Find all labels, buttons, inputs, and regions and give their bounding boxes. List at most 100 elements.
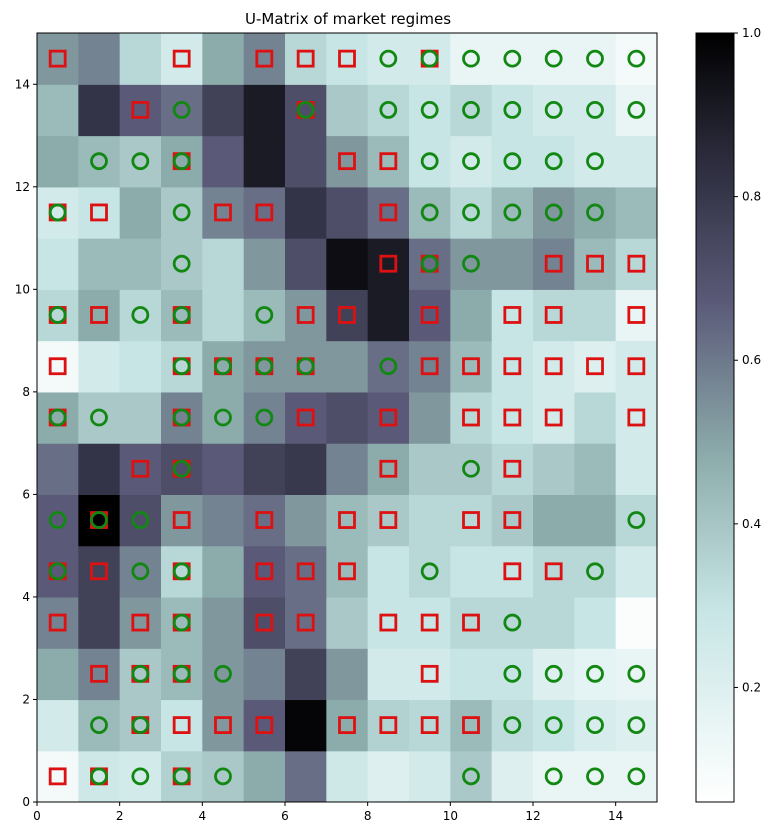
heatmap-cell bbox=[202, 750, 245, 802]
x-tick-label: 10 bbox=[443, 809, 458, 823]
heatmap-cell bbox=[615, 494, 657, 547]
heatmap-cell bbox=[615, 84, 657, 137]
heatmap-cell bbox=[367, 443, 410, 495]
x-tick-label: 4 bbox=[199, 809, 207, 823]
square-marker bbox=[544, 357, 563, 376]
heatmap-cell bbox=[574, 699, 617, 752]
heatmap-cell bbox=[367, 340, 410, 393]
heatmap-cell bbox=[533, 84, 575, 137]
colorbar: 0.2 0.4 0.6 0.8 1.0 bbox=[695, 26, 761, 803]
heatmap-cell bbox=[367, 648, 410, 701]
heatmap-cell bbox=[574, 494, 617, 547]
heatmap-cell bbox=[326, 596, 369, 649]
heatmap-cell bbox=[37, 648, 79, 701]
square-marker bbox=[172, 511, 191, 529]
square-marker bbox=[90, 562, 108, 581]
heatmap-cell bbox=[161, 545, 203, 598]
circle-marker bbox=[214, 767, 232, 786]
heatmap-cell bbox=[285, 186, 327, 239]
square-marker bbox=[379, 152, 398, 171]
colorbar-tick-label: 0.4 bbox=[742, 517, 761, 531]
y-tick-label: 10 bbox=[15, 282, 30, 296]
heatmap-cell bbox=[119, 443, 162, 495]
heatmap-cell bbox=[491, 33, 534, 85]
heatmap-cell bbox=[367, 186, 410, 239]
heatmap-cell bbox=[161, 340, 203, 393]
heatmap-cell bbox=[119, 186, 162, 239]
heatmap-cell bbox=[161, 238, 203, 290]
heatmap-cell bbox=[78, 84, 121, 137]
heatmap-cell bbox=[615, 238, 657, 290]
heatmap-cell bbox=[491, 648, 534, 701]
square-marker bbox=[255, 203, 274, 222]
heatmap-cell bbox=[119, 494, 162, 547]
square-marker bbox=[462, 511, 480, 529]
square-marker bbox=[338, 306, 356, 324]
square-marker bbox=[627, 408, 646, 427]
heatmap-cell bbox=[37, 443, 79, 495]
heatmap-cell bbox=[574, 135, 617, 188]
circle-marker bbox=[255, 357, 274, 376]
heatmap-cell bbox=[409, 238, 451, 290]
circle-marker bbox=[462, 203, 480, 222]
y-tick-label: 8 bbox=[22, 385, 30, 399]
heatmap-cell bbox=[161, 33, 203, 85]
heatmap-cell bbox=[37, 135, 79, 188]
heatmap-cell bbox=[37, 596, 79, 649]
heatmap-cell bbox=[285, 750, 327, 802]
circle-marker bbox=[544, 203, 563, 222]
heatmap-cell bbox=[78, 186, 121, 239]
y-tick-label: 14 bbox=[15, 77, 30, 91]
heatmap-cell bbox=[243, 443, 286, 495]
circle-marker bbox=[544, 664, 563, 683]
square-marker bbox=[420, 716, 439, 734]
heatmap-cell bbox=[450, 391, 493, 444]
heatmap-cell bbox=[491, 443, 534, 495]
heatmap-cell bbox=[119, 699, 162, 752]
heatmap-cell bbox=[285, 340, 327, 393]
heatmap-cell bbox=[326, 135, 369, 188]
circle-marker bbox=[90, 408, 108, 427]
square-marker bbox=[131, 101, 150, 119]
heatmap-cell bbox=[574, 289, 617, 342]
heatmap-cell bbox=[491, 391, 534, 444]
square-marker bbox=[90, 203, 108, 222]
square-marker bbox=[379, 459, 398, 478]
colorbar-tick-label: 0.2 bbox=[742, 680, 761, 694]
heatmap-cell bbox=[409, 391, 451, 444]
square-marker bbox=[296, 49, 315, 68]
circle-marker bbox=[586, 562, 604, 581]
square-marker bbox=[420, 306, 439, 324]
circle-marker bbox=[48, 562, 67, 581]
circle-marker bbox=[379, 357, 398, 376]
circle-marker bbox=[586, 203, 604, 222]
square-marker bbox=[379, 716, 398, 734]
heatmap-cell bbox=[202, 84, 245, 137]
square-marker bbox=[627, 306, 646, 324]
circle-marker bbox=[379, 101, 398, 119]
x-axis: 0 2 4 6 8 10 12 14 bbox=[33, 802, 623, 823]
circle-marker bbox=[172, 203, 191, 222]
circle-marker bbox=[462, 459, 480, 478]
x-tick-label: 12 bbox=[525, 809, 540, 823]
heatmap-cell bbox=[326, 699, 369, 752]
circle-marker bbox=[172, 459, 191, 478]
heatmap-cell bbox=[161, 84, 203, 137]
heatmap-cell bbox=[615, 443, 657, 495]
square-marker bbox=[627, 254, 646, 273]
heatmap-cell bbox=[409, 135, 451, 188]
heatmap-cell bbox=[285, 699, 327, 752]
heatmap-cell bbox=[533, 391, 575, 444]
circle-marker bbox=[420, 101, 439, 119]
heatmap-cell bbox=[409, 84, 451, 137]
heatmap-cell bbox=[161, 648, 203, 701]
square-marker bbox=[420, 357, 439, 376]
square-marker bbox=[420, 664, 439, 683]
square-marker bbox=[48, 357, 67, 376]
circle-marker bbox=[296, 357, 315, 376]
colorbar-tick-label: 0.8 bbox=[742, 190, 761, 204]
square-marker bbox=[255, 511, 274, 529]
heatmap-cell bbox=[533, 750, 575, 802]
heatmap-cell bbox=[202, 186, 245, 239]
circle-marker bbox=[90, 767, 108, 786]
